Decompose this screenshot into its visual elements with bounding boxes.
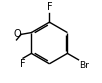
Text: Br: Br — [79, 61, 89, 70]
Text: F: F — [47, 2, 52, 12]
Text: F: F — [20, 59, 26, 69]
Text: O: O — [13, 29, 21, 39]
